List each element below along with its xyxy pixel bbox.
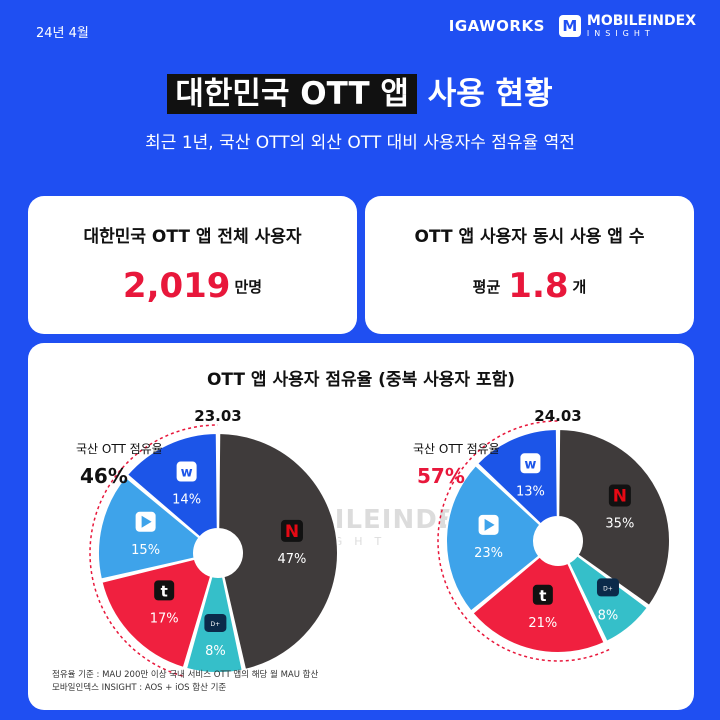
brand-logos: IGAWORKS M MOBILEINDEX INSIGHT <box>449 14 696 38</box>
total-users-value: 2,019 <box>122 266 231 306</box>
disney-plus-icon: D+ <box>596 578 619 597</box>
slice-label: 14% <box>172 493 201 508</box>
wavve-icon: w <box>520 453 541 474</box>
coupang-play-icon <box>135 511 156 532</box>
concurrent-apps-unit: 개 <box>572 277 587 296</box>
domestic-share-label: 국산 OTT 점유율 <box>413 442 500 456</box>
concurrent-apps-value: 1.8 <box>508 266 569 306</box>
pie-chart-title: 23.03 <box>194 407 241 425</box>
svg-text:D+: D+ <box>211 621 221 628</box>
disney-plus-icon: D+ <box>204 613 227 632</box>
pie-slice <box>100 557 213 670</box>
footnote-line-2: 모바일인덱스 INSIGHT : AOS + iOS 합산 기준 <box>52 683 227 693</box>
pie-chart-2: N 35% D+ 8% t 21% 23% w 13% 24.03 국산 OTT 점유율 57% <box>413 407 671 662</box>
pie-chart-1: N 47% D+ 8% t 17% 15% w 14% 23.03 국산 OTT 점유율 46% <box>76 407 339 677</box>
slice-label: 17% <box>150 611 179 626</box>
slice-label: 21% <box>528 616 557 631</box>
coupang-play-icon <box>478 514 499 535</box>
mobileindex-logo: M MOBILEINDEX INSIGHT <box>558 13 696 38</box>
netflix-icon: N <box>608 484 631 507</box>
total-users-unit: 만명 <box>234 277 263 296</box>
slice-label: 8% <box>205 644 226 659</box>
svg-text:t: t <box>539 587 546 605</box>
pie-chart-title: 24.03 <box>534 407 581 425</box>
total-users-label: 대한민국 OTT 앱 전체 사용자 <box>83 227 302 247</box>
slice-label: 13% <box>516 484 545 499</box>
tving-icon: t <box>154 580 175 601</box>
title-rest: 사용 현황 <box>416 76 553 112</box>
svg-text:D+: D+ <box>603 585 613 592</box>
domestic-share-value: 46% <box>80 464 128 488</box>
pie-slice <box>445 463 542 613</box>
footnote-line-1: 점유율 기준 : MAU 200만 이상 국내 서비스 OTT 앱의 해당 월 … <box>52 670 319 680</box>
footnote: 점유율 기준 : MAU 200만 이상 국내 서비스 OTT 앱의 해당 월 … <box>52 669 318 695</box>
slice-label: 35% <box>605 516 634 531</box>
slice-label: 15% <box>131 543 160 558</box>
netflix-icon: N <box>280 519 303 542</box>
mobileindex-mark-icon: M <box>558 15 581 37</box>
concurrent-apps-card: OTT 앱 사용자 동시 사용 앱 수 평균 1.8 개 <box>365 196 694 334</box>
slice-label: 8% <box>598 608 619 623</box>
share-chart-card: OTT 앱 사용자 점유율 (중복 사용자 포함) MOBILEINDEX IN… <box>28 343 694 710</box>
svg-text:w: w <box>181 466 193 481</box>
domestic-share-value: 57% <box>417 464 465 488</box>
slice-label: 23% <box>474 546 503 561</box>
tving-icon: t <box>532 584 553 605</box>
pie-slice <box>567 553 650 644</box>
chart-section-title: OTT 앱 사용자 점유율 (중복 사용자 포함) <box>206 370 516 390</box>
mobileindex-logo-text: MOBILEINDEX <box>586 13 696 29</box>
page-title: 대한민국 OTT 앱 사용 현황 <box>0 68 720 114</box>
report-date: 24년 4월 <box>36 26 89 41</box>
svg-text:w: w <box>524 457 536 472</box>
page-subtitle: 최근 1년, 국산 OTT의 외산 OTT 대비 사용자수 점유율 역전 <box>145 133 575 153</box>
svg-text:N: N <box>613 486 627 506</box>
igaworks-logo: IGAWORKS <box>448 17 545 35</box>
domestic-share-label: 국산 OTT 점유율 <box>76 442 163 456</box>
pie-slice <box>125 431 219 539</box>
svg-text:t: t <box>161 582 168 600</box>
pie-charts: N 47% D+ 8% t 17% 15% w 14% 23.03 국산 OTT 점유율 46% N 35… <box>76 407 671 677</box>
domestic-share-outline <box>89 424 219 677</box>
mobileindex-logo-sub: INSIGHT <box>586 29 655 38</box>
concurrent-apps-prefix: 평균 <box>472 277 501 296</box>
svg-text:N: N <box>285 522 299 542</box>
pie-slice <box>557 427 671 608</box>
concurrent-apps-label: OTT 앱 사용자 동시 사용 앱 수 <box>414 227 645 247</box>
pie-slice <box>217 431 339 672</box>
total-users-card: 대한민국 OTT 앱 전체 사용자 2,019 만명 <box>28 196 357 334</box>
wavve-icon: w <box>176 461 197 482</box>
pie-slice <box>475 427 559 526</box>
title-highlight: 대한민국 OTT 앱 <box>167 74 417 114</box>
slice-label: 47% <box>278 552 307 567</box>
